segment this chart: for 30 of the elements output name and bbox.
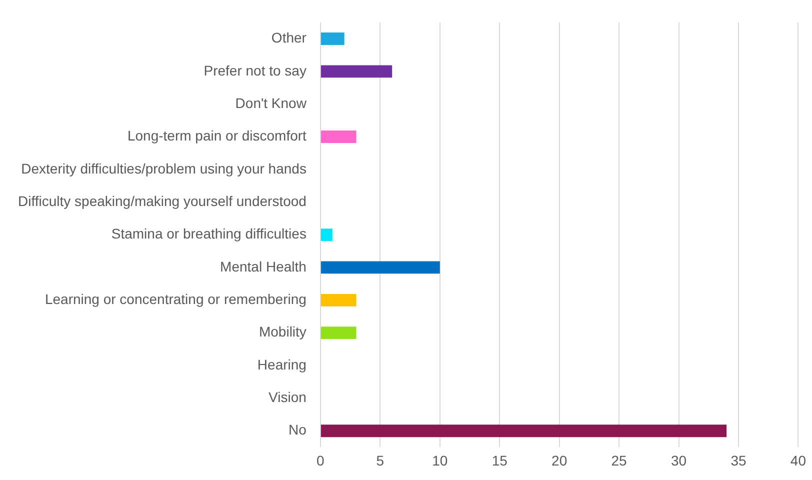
bar bbox=[320, 32, 344, 45]
y-tick-label: Dexterity difficulties/problem using your hands bbox=[21, 160, 306, 176]
y-tick-label: Prefer not to say bbox=[204, 62, 306, 78]
x-tick-label: 30 bbox=[670, 452, 687, 468]
bar bbox=[320, 130, 356, 143]
y-tick-label: Difficulty speaking/making yourself understood bbox=[18, 192, 306, 209]
y-tick-label: Other bbox=[271, 30, 307, 46]
y-tick-label: Vision bbox=[268, 389, 306, 406]
y-tick-label: Hearing bbox=[257, 356, 306, 372]
x-tick-label: 20 bbox=[552, 452, 568, 468]
y-tick-label: Mobility bbox=[258, 324, 306, 340]
x-tick-label: 25 bbox=[611, 452, 628, 468]
y-tick-label: Long-term pain or discomfort bbox=[127, 128, 307, 144]
bar bbox=[320, 65, 392, 78]
bar bbox=[320, 424, 727, 438]
y-tick-label: No bbox=[288, 422, 307, 438]
x-tick-label: 10 bbox=[432, 452, 448, 468]
x-tick-label: 40 bbox=[790, 452, 806, 468]
x-tick-label: 5 bbox=[376, 452, 384, 468]
x-tick-label: 15 bbox=[492, 452, 508, 468]
y-tick-label: Mental Health bbox=[220, 258, 306, 274]
x-tick-label: 0 bbox=[316, 452, 325, 468]
bar bbox=[320, 326, 356, 340]
bar bbox=[320, 261, 440, 274]
bar bbox=[320, 228, 332, 242]
y-tick-label: Don't Know bbox=[235, 94, 308, 111]
x-tick-label: 35 bbox=[730, 452, 746, 468]
y-tick-label: Stamina or breathing difficulties bbox=[111, 226, 306, 242]
bar bbox=[320, 294, 356, 306]
y-tick-label: Learning or concentrating or remembering bbox=[44, 291, 306, 308]
